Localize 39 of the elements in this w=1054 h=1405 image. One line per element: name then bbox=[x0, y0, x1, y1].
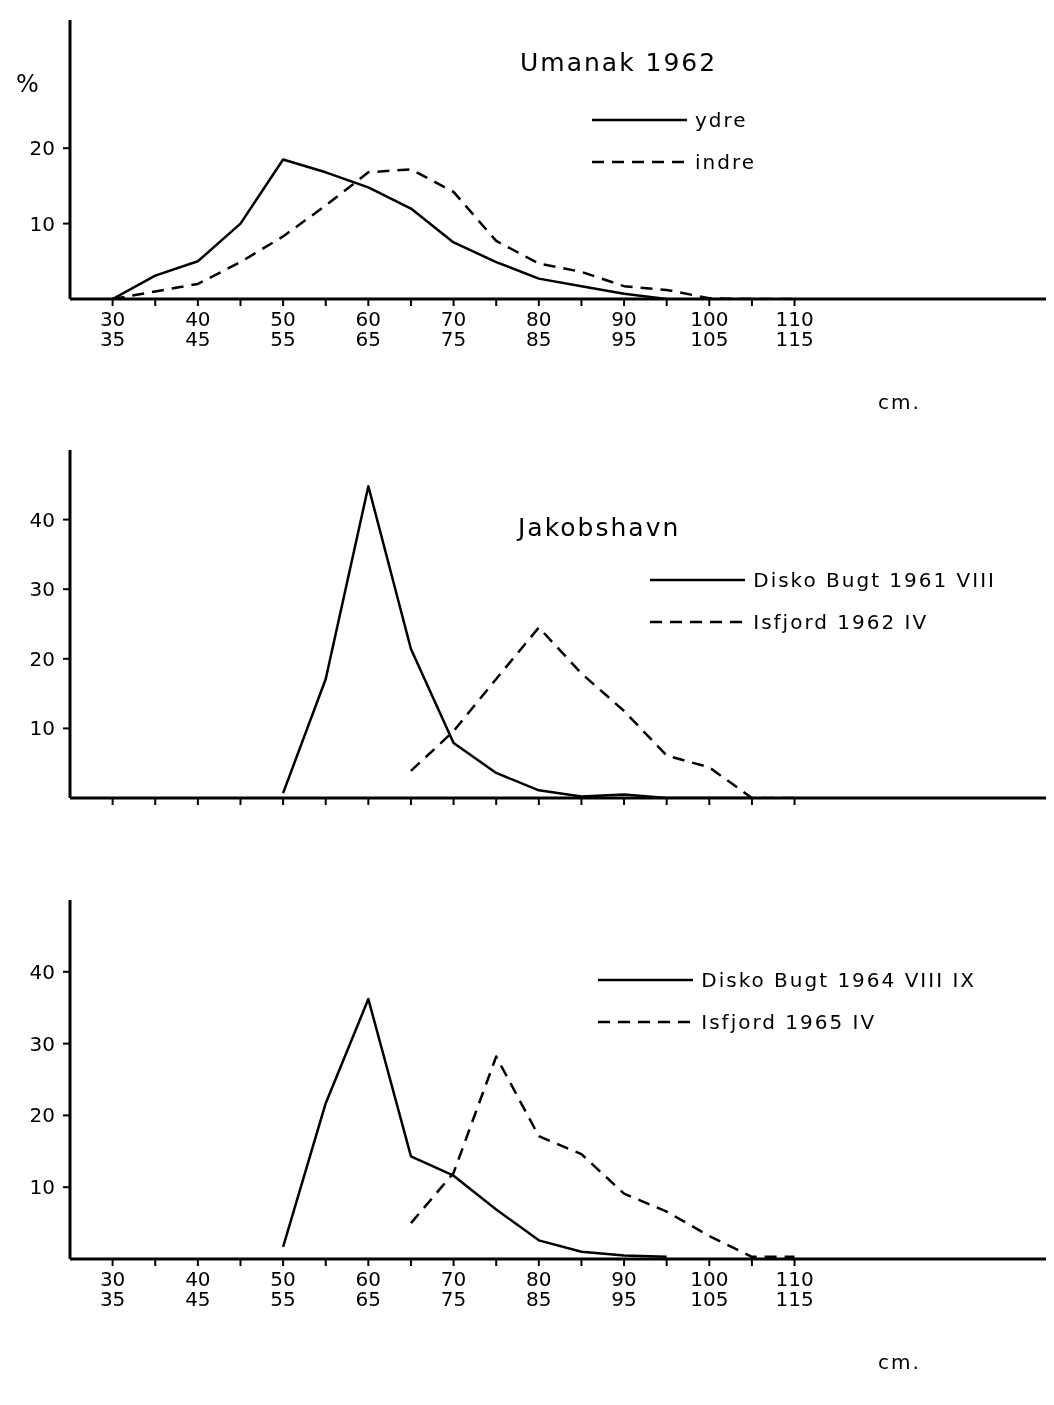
y-tick-label: 20 bbox=[29, 646, 55, 671]
x-tick-label: 80 85 bbox=[526, 307, 552, 351]
y-tick-label: 20 bbox=[29, 136, 55, 161]
x-tick-label: 100 105 bbox=[690, 307, 729, 351]
y-axis-title: % bbox=[16, 70, 39, 98]
x-tick-label: 90 95 bbox=[611, 1267, 637, 1311]
y-tick-label: 40 bbox=[29, 959, 55, 984]
y-tick-label: 10 bbox=[29, 1175, 55, 1200]
y-tick-label: 10 bbox=[29, 211, 55, 236]
legend-label: Isfjord 1962 IV bbox=[753, 610, 929, 634]
x-tick-label: 40 45 bbox=[185, 1267, 211, 1311]
x-tick-label: 70 75 bbox=[440, 1267, 467, 1311]
x-tick-label: 60 65 bbox=[355, 307, 382, 351]
text: Umanak 1962 bbox=[520, 48, 718, 77]
y-tick-label: 30 bbox=[29, 1031, 55, 1056]
legend-label: Disko Bugt 1961 VIII bbox=[753, 568, 996, 592]
x-tick-label: 80 85 bbox=[526, 1267, 552, 1311]
x-tick-label: 100 105 bbox=[690, 1267, 729, 1311]
x-tick-label: 30 35 bbox=[99, 1267, 126, 1311]
x-tick-label: 50 55 bbox=[270, 1267, 296, 1311]
legend-label: ydre bbox=[694, 108, 748, 132]
y-tick-label: 20 bbox=[29, 1103, 55, 1128]
legend-label: Isfjord 1965 IV bbox=[701, 1010, 877, 1034]
y-tick-label: 10 bbox=[29, 716, 55, 741]
text: Jakobshavn bbox=[518, 513, 681, 542]
x-axis-title: cm. bbox=[878, 390, 921, 414]
legend-label: Disko Bugt 1964 VIII IX bbox=[701, 968, 976, 992]
legend-label: indre bbox=[694, 150, 756, 174]
x-tick-label: 110 115 bbox=[775, 1267, 814, 1311]
x-tick-label: 30 35 bbox=[99, 307, 126, 351]
x-tick-label: 110 115 bbox=[775, 307, 814, 351]
x-axis-title: cm. bbox=[878, 1350, 921, 1374]
x-tick-label: 90 95 bbox=[611, 307, 637, 351]
x-tick-label: 60 65 bbox=[355, 1267, 382, 1311]
y-tick-label: 30 bbox=[29, 577, 55, 602]
x-tick-label: 70 75 bbox=[440, 307, 467, 351]
y-tick-label: 40 bbox=[29, 507, 55, 532]
x-tick-label: 40 45 bbox=[185, 307, 211, 351]
x-tick-label: 50 55 bbox=[270, 307, 296, 351]
